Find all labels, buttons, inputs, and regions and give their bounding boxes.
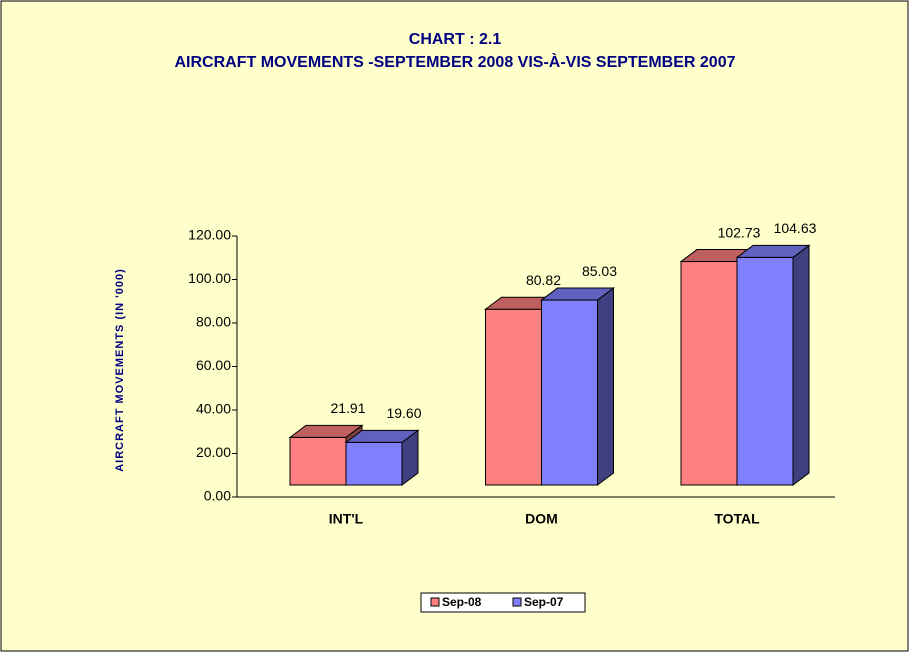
- value-label: 104.63: [774, 220, 817, 236]
- legend-label: Sep-08: [442, 595, 482, 609]
- value-label: 85.03: [582, 263, 617, 279]
- legend-label: Sep-07: [524, 595, 564, 609]
- bar-top: [735, 244, 811, 258]
- y-tick-label: 100.00: [188, 270, 231, 286]
- chart-title: CHART : 2.1: [409, 31, 502, 48]
- legend-swatch: [512, 597, 522, 607]
- bar-side: [597, 287, 614, 486]
- bar-side: [792, 244, 810, 486]
- y-tick-label: 20.00: [196, 444, 231, 460]
- chart-subtitle: AIRCRAFT MOVEMENTS -SEPTEMBER 2008 VIS-À…: [175, 52, 736, 71]
- y-tick-label: 120.00: [188, 227, 231, 243]
- bar: [680, 261, 738, 486]
- bar-top: [540, 287, 615, 301]
- legend-swatch: [430, 597, 440, 607]
- legend: [420, 592, 586, 613]
- bar: [345, 441, 403, 486]
- x-tick-label: INT'L: [329, 511, 364, 527]
- y-axis-label: AIRCRAFT MOVEMENTS (IN '000): [114, 268, 126, 472]
- x-tick-label: TOTAL: [714, 511, 760, 527]
- bar: [289, 436, 347, 486]
- value-label: 19.60: [386, 405, 421, 421]
- bar: [541, 299, 598, 486]
- y-tick-label: 80.00: [196, 314, 231, 330]
- bar-top: [288, 424, 364, 438]
- bar: [736, 256, 794, 486]
- y-tick-label: 60.00: [196, 357, 231, 373]
- bar: [485, 308, 542, 486]
- x-tick-label: DOM: [525, 511, 558, 527]
- value-label: 102.73: [718, 224, 761, 240]
- y-tick-label: 0.00: [204, 488, 231, 504]
- y-tick-label: 40.00: [196, 401, 231, 417]
- value-label: 21.91: [330, 400, 365, 416]
- value-label: 80.82: [526, 272, 561, 288]
- bar-top: [344, 429, 420, 443]
